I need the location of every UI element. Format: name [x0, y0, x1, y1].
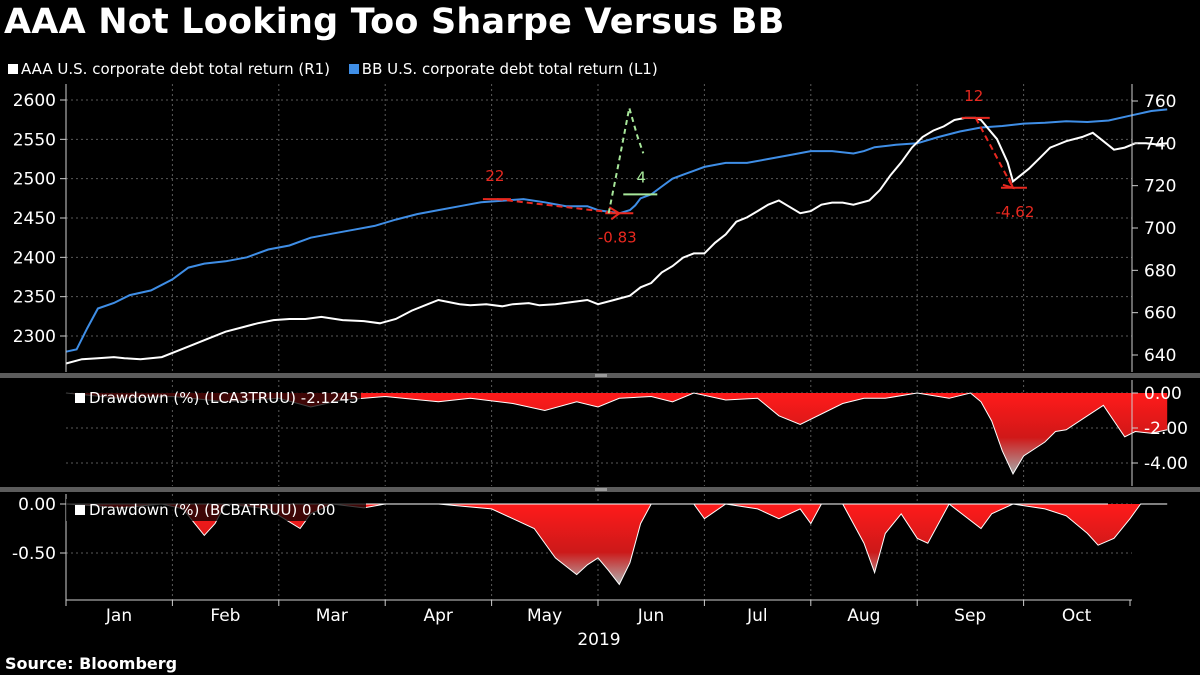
legend-item-bb: BB U.S. corporate debt total return (L1) [348, 60, 658, 78]
main-legend: AAA U.S. corporate debt total return (R1… [8, 60, 672, 78]
x-tick-label: Sep [954, 606, 986, 626]
left-tick-label: 2500 [13, 170, 56, 190]
left-tick-label: 2300 [13, 327, 56, 347]
dd2-tick-label: -0.50 [12, 544, 56, 564]
right-tick-label: 680 [1144, 261, 1176, 281]
annotation-label-neg083: -0.83 [598, 228, 637, 246]
x-tick-label: Aug [847, 606, 880, 626]
x-tick-label: Apr [423, 606, 452, 626]
x-year-label: 2019 [577, 630, 620, 650]
dd2-legend-label: Drawdown (%) (BCBATRUU) 0.00 [89, 501, 335, 519]
annotation-arrow-red-2 [974, 117, 1014, 189]
right-tick-label: 660 [1144, 304, 1176, 324]
annotations: 22 -0.83 4 12 -4.62 [482, 87, 1035, 246]
legend-item-aaa: AAA U.S. corporate debt total return (R1… [8, 60, 330, 78]
annotation-arrowhead-2 [1002, 177, 1015, 190]
drawdown-area-aaa [66, 393, 1168, 474]
series-lines [65, 108, 1168, 365]
drawdown-area-bb [66, 504, 1168, 585]
series-line-aaa [65, 116, 1168, 365]
dd1-legend-label: Drawdown (%) (LCA3TRUU) -2.1245 [89, 389, 359, 407]
dd1-legend-bg [66, 387, 361, 409]
right-tick-label: 640 [1144, 346, 1176, 366]
chart-title: AAA Not Looking Too Sharpe Versus BB [4, 2, 785, 42]
drawdown-line-aaa [65, 392, 1168, 475]
right-tick-label: 760 [1144, 92, 1176, 112]
left-tick-label: 2550 [13, 130, 56, 150]
dd1-legend: Drawdown (%) (LCA3TRUU) -2.1245 [66, 387, 361, 409]
x-tick-label: Jan [105, 606, 132, 626]
annotation-arrow-green [607, 107, 645, 214]
right-tick-label: 700 [1144, 219, 1176, 239]
dd2-legend-bg [66, 499, 366, 521]
left-tick-label: 2450 [13, 209, 56, 229]
x-tick-label: Feb [210, 606, 240, 626]
x-tick-label: Jun [637, 606, 665, 626]
annotation-arrow-red [496, 198, 620, 215]
x-tick-label: May [527, 606, 562, 626]
x-tick-label: Jul [746, 606, 768, 626]
annotation-arrowhead [608, 206, 622, 221]
separator-handle-1 [595, 374, 607, 377]
series-line-bb [65, 108, 1168, 353]
annotation-label-22: 22 [485, 167, 504, 185]
dd1-tick-label: -4.00 [1144, 454, 1188, 474]
annotation-label-4: 4 [637, 169, 647, 187]
annotation-label-neg462: -4.62 [996, 203, 1035, 221]
x-tick-label: Oct [1062, 606, 1092, 626]
dd2-legend: Drawdown (%) (BCBATRUU) 0.00 [66, 499, 366, 521]
right-tick-label: 740 [1144, 134, 1176, 154]
x-tick-label: Mar [316, 606, 348, 626]
dd2-tick-label: 0.00 [18, 495, 56, 515]
axis-labels: 2300 2350 2400 2450 2500 2550 2600 640 660 680 700… [12, 91, 1188, 650]
left-tick-label: 2400 [13, 248, 56, 268]
left-tick-label: 2350 [13, 288, 56, 308]
dd1-legend-swatch [75, 393, 85, 403]
dd1-tick-label: 0.00 [1144, 384, 1182, 404]
separator-handle-2 [595, 488, 607, 491]
source-note: Source: Bloomberg [5, 654, 178, 673]
legend-label-aaa: AAA U.S. corporate debt total return (R1… [21, 60, 331, 78]
legend-label-bb: BB U.S. corporate debt total return (L1) [361, 60, 658, 78]
grid-lines [66, 84, 1132, 600]
axis-ticks [60, 99, 1138, 606]
right-tick-label: 720 [1144, 177, 1176, 197]
legend-swatch-aaa [8, 64, 18, 74]
left-tick-label: 2600 [13, 91, 56, 111]
legend-swatch-bb [348, 64, 359, 74]
dd2-legend-swatch [75, 505, 85, 515]
annotation-label-12: 12 [964, 87, 983, 105]
dd1-tick-label: -2.00 [1144, 419, 1188, 439]
